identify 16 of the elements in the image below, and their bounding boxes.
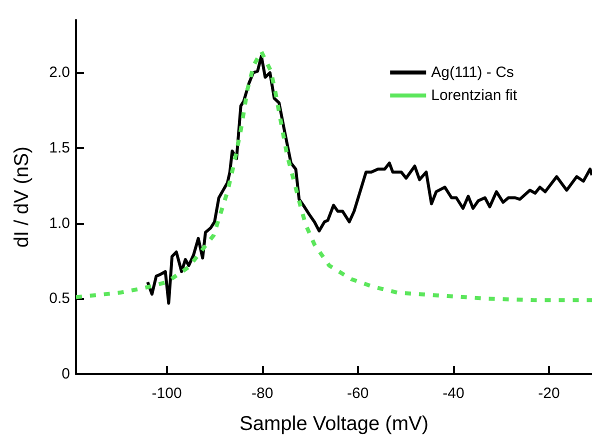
- line-series: [74, 50, 592, 302]
- y-tick-label: 1.5: [49, 140, 70, 157]
- x-tick-label: -100: [152, 385, 182, 402]
- x-axis-title: Sample Voltage (mV): [240, 413, 428, 435]
- x-tick-label: -80: [251, 385, 274, 402]
- y-tick-label: 1.0: [49, 214, 70, 232]
- y-tick-label: 0.5: [49, 290, 70, 308]
- x-tick-label: -20: [538, 385, 560, 402]
- y-axis-title: dI / dV (nS): [11, 146, 33, 248]
- line-series: [146, 54, 592, 305]
- x-tick-label: -40: [442, 385, 464, 402]
- y-tick-label: 2.0: [49, 64, 70, 82]
- legend-label: Ag(111) - Cs: [431, 64, 514, 81]
- legend-label: Lorentzian fit: [431, 87, 518, 104]
- y-tick-label: 0: [62, 366, 70, 382]
- x-tick-label: -60: [347, 385, 369, 402]
